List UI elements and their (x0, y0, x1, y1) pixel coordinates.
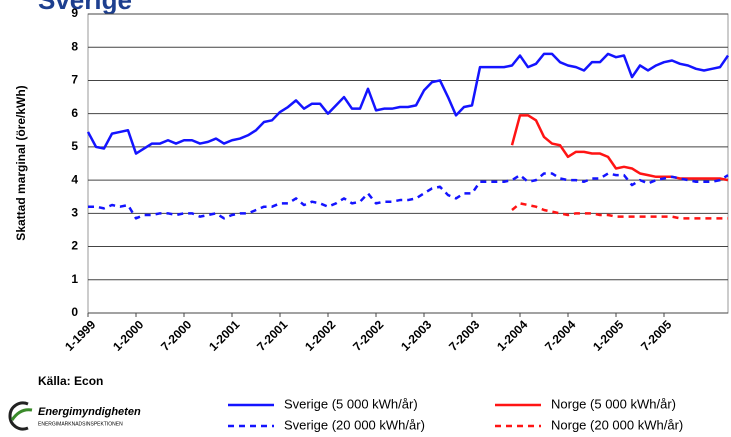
series-line (510, 114, 729, 182)
chart-title: Sverige (38, 0, 132, 15)
x-tick-label: 7-2002 (350, 317, 387, 354)
y-tick-label: 7 (71, 73, 78, 87)
x-tick-label: 1-2004 (494, 317, 531, 354)
y-tick-label: 8 (71, 39, 78, 53)
x-tick-label: 1-2003 (398, 317, 435, 354)
y-tick-label: 6 (71, 106, 78, 120)
legend-label: Norge (5 000 kWh/år) (551, 396, 676, 411)
y-tick-label: 4 (71, 172, 78, 186)
series-line (86, 52, 730, 155)
x-tick-label: 1-2001 (206, 317, 243, 354)
x-tick-label: 1-2000 (110, 317, 147, 354)
y-tick-label: 1 (71, 272, 78, 286)
logo: Energimyndigheten ENERGIMARKNADSINSPEKTI… (8, 401, 141, 431)
x-tick-label: 1-2005 (590, 317, 627, 354)
source: Källa: Econ (38, 374, 103, 388)
legend-label: Norge (20 000 kWh/år) (551, 417, 683, 432)
x-tick-label: 7-2001 (254, 317, 291, 354)
legend-label: Sverige (20 000 kWh/år) (284, 417, 425, 432)
series-line (88, 172, 729, 220)
y-tick-label: 0 (71, 305, 78, 319)
legend-label: Sverige (5 000 kWh/år) (284, 396, 418, 411)
y-axis-title: Skattad marginal (öre/kWh) (14, 85, 28, 240)
y-tick-label: 2 (71, 239, 78, 253)
y-tick-label: 3 (71, 206, 78, 220)
logo-text: Energimyndigheten (38, 406, 141, 418)
logo-leaf (10, 408, 33, 421)
x-tick-label: 7-2005 (638, 317, 675, 354)
x-tick-label: 1-1999 (62, 317, 99, 354)
y-tick-label: 9 (71, 6, 78, 20)
x-tick-label: 7-2000 (158, 317, 195, 354)
y-tick-label: 5 (71, 139, 78, 153)
x-tick-label: 7-2003 (446, 317, 483, 354)
x-tick-label: 7-2004 (542, 317, 579, 354)
x-tick-label: 1-2002 (302, 317, 339, 354)
logo-swoosh (8, 401, 29, 431)
logo-subtitle: ENERGIMARKNADSINSPEKTIONEN (38, 421, 123, 427)
plot-area (87, 13, 729, 314)
series-line (511, 202, 728, 220)
